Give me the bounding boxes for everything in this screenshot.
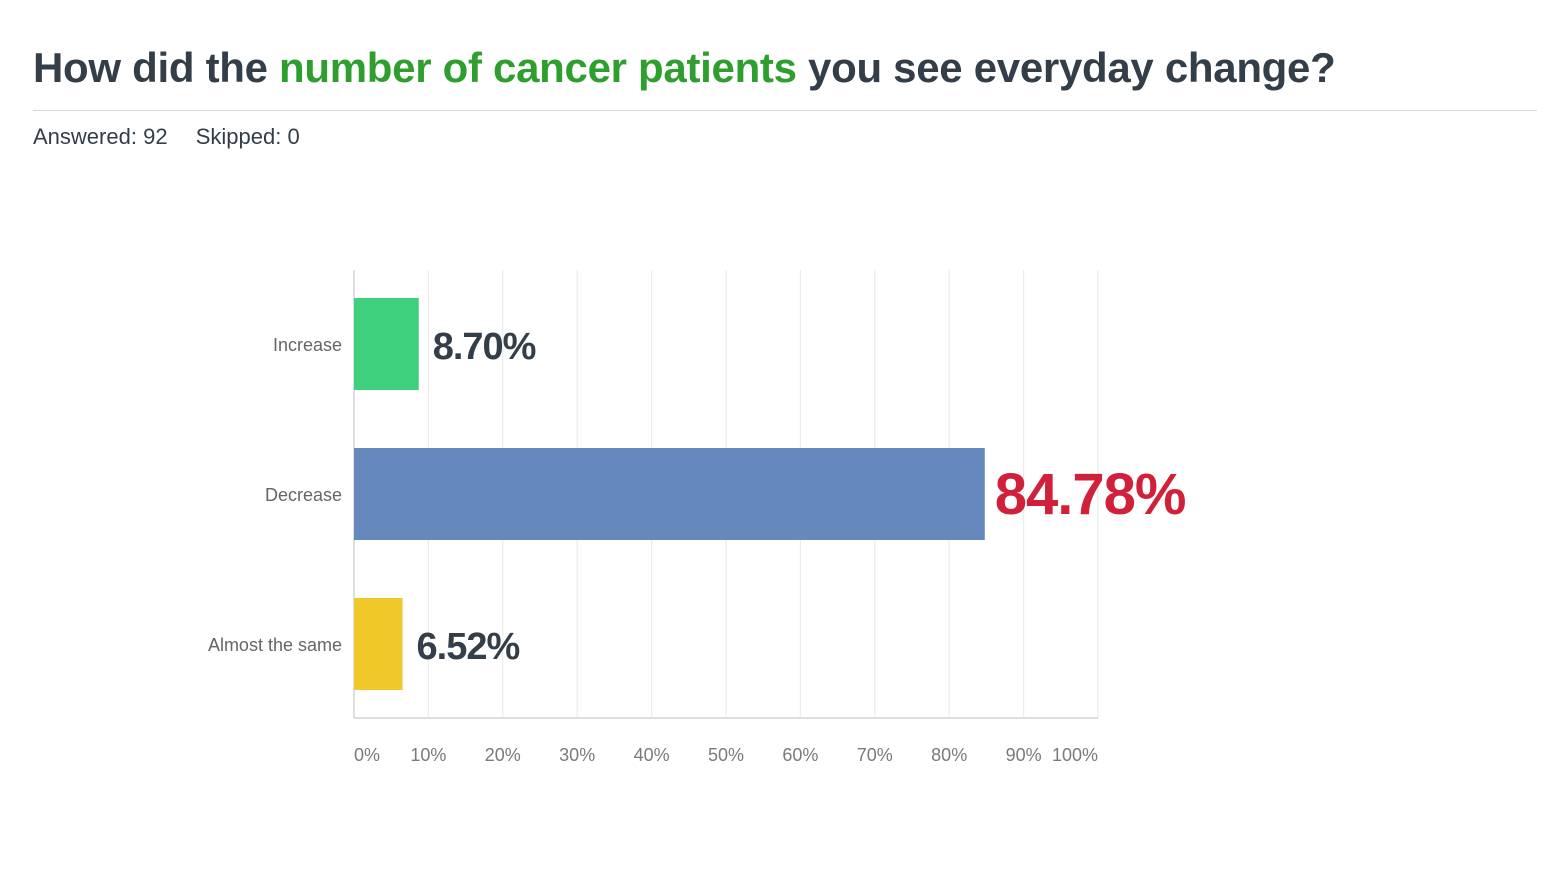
skipped-stat: Skipped: 0: [196, 124, 300, 150]
category-label: Decrease: [265, 485, 342, 505]
data-label: 84.78%: [995, 462, 1186, 527]
x-tick-label: 30%: [559, 745, 595, 765]
response-stats: Answered: 92 Skipped: 0: [33, 124, 322, 150]
x-tick-label: 60%: [782, 745, 818, 765]
category-label: Increase: [273, 335, 342, 355]
bar: [354, 298, 419, 390]
answered-stat: Answered: 92: [33, 124, 168, 150]
question-title-highlight: number of cancer patients: [279, 44, 797, 91]
data-label: 8.70%: [433, 326, 536, 368]
x-tick-label: 0%: [354, 745, 380, 765]
x-tick-label: 20%: [485, 745, 521, 765]
x-tick-label: 70%: [857, 745, 893, 765]
bar: [354, 448, 985, 540]
answered-label: Answered:: [33, 124, 137, 149]
question-title-part2: you see everyday change?: [796, 44, 1336, 91]
data-label: 6.52%: [417, 626, 520, 668]
answered-value: 92: [143, 124, 168, 149]
x-tick-label: 80%: [931, 745, 967, 765]
skipped-label: Skipped:: [195, 124, 282, 149]
category-label: Almost the same: [208, 635, 342, 655]
x-tick-label: 90%: [1006, 745, 1042, 765]
x-tick-label: 50%: [708, 745, 744, 765]
x-tick-label: 10%: [410, 745, 446, 765]
title-divider: [33, 110, 1537, 111]
skipped-value: 0: [287, 124, 300, 149]
x-tick-label: 40%: [634, 745, 670, 765]
x-tick-label: 100%: [1052, 745, 1098, 765]
question-title-part1: How did the: [33, 44, 280, 91]
question-title: How did the number of cancer patients yo…: [33, 44, 1336, 92]
bar: [354, 598, 403, 690]
